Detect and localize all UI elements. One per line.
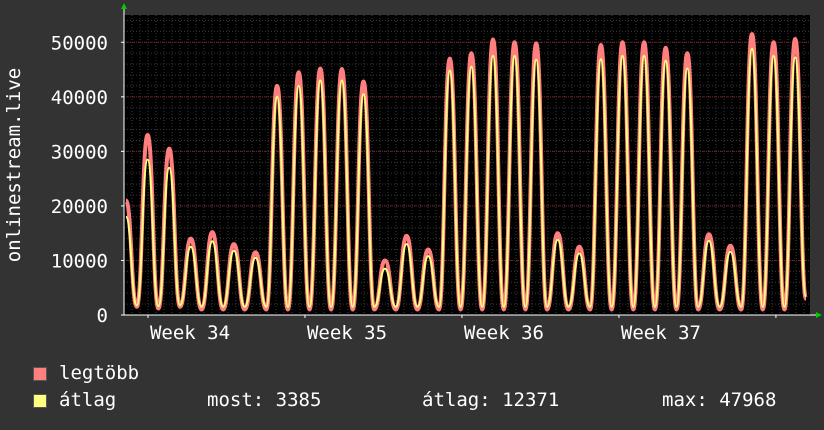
y-axis-arrow <box>121 3 127 9</box>
stat-max: max: 47968 <box>662 389 777 411</box>
y-tick-labels: 0 10000 20000 30000 40000 50000 <box>51 32 108 327</box>
y-tick-label: 0 <box>97 305 108 327</box>
x-tick-label: Week 37 <box>621 322 701 344</box>
y-tick-label: 10000 <box>51 250 108 272</box>
series-line-avg <box>125 47 807 308</box>
axes <box>121 3 822 318</box>
stat-now: most: 3385 <box>207 389 322 411</box>
y-axis-label: onlinestream.live <box>3 68 25 262</box>
legend-swatch-avg <box>33 394 47 408</box>
stat-average: átlag: 12371 <box>422 389 560 411</box>
series-area <box>124 32 808 312</box>
legend-swatch-max <box>33 367 47 381</box>
x-axis-arrow <box>816 312 822 318</box>
y-tick-label: 50000 <box>51 32 108 54</box>
y-tick-label: 30000 <box>51 141 108 163</box>
legend-label-avg: átlag <box>59 389 117 411</box>
legend-label-max: legtöbb <box>59 362 140 384</box>
x-tick-label: Week 34 <box>150 322 230 344</box>
y-tick-label: 40000 <box>51 87 108 109</box>
x-tick-labels: Week 34 Week 35 Week 36 Week 37 <box>150 322 701 344</box>
x-tick-label: Week 36 <box>464 322 544 344</box>
y-tick-label: 20000 <box>51 196 108 218</box>
x-tick-label: Week 35 <box>307 322 387 344</box>
